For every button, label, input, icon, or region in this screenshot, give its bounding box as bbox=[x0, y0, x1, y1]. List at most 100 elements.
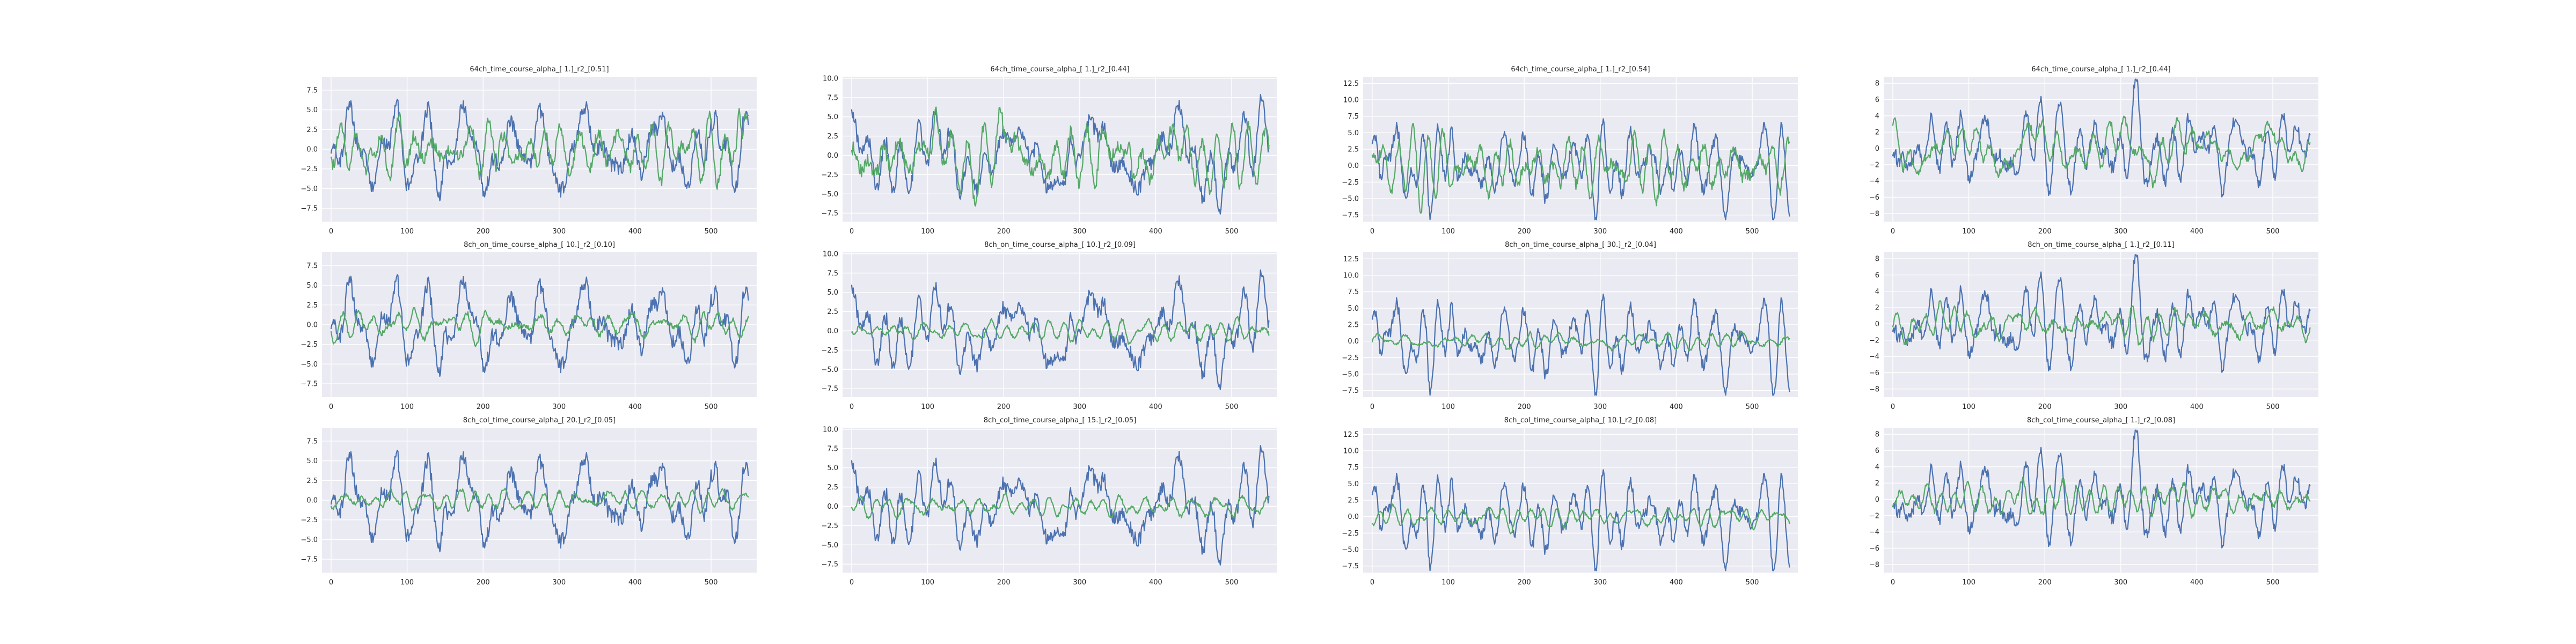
x-tick-label: 200 bbox=[997, 579, 1011, 587]
subplot-title: 64ch_time_course_alpha_[ 1.]_r2_[0.44] bbox=[990, 65, 1129, 74]
y-tick-label: 7.5 bbox=[827, 269, 838, 277]
subplot-4: 0 100 200 300 400 500 −8 −6 −4 −2 0 2 4 6 8 64ch_time_c… bbox=[1869, 65, 2318, 236]
x-tick-label: 100 bbox=[1441, 228, 1455, 236]
y-tick-label: 0.0 bbox=[306, 497, 318, 505]
y-tick-label: 10.0 bbox=[823, 75, 838, 83]
plot-area bbox=[843, 77, 1277, 222]
y-tick-label: 4 bbox=[1875, 463, 1879, 471]
y-tick-label: 5.0 bbox=[827, 464, 838, 472]
x-tick-label: 200 bbox=[997, 403, 1011, 411]
x-tick-label: 300 bbox=[1073, 403, 1086, 411]
y-tick-label: 0.0 bbox=[827, 152, 838, 160]
y-tick-label: −4 bbox=[1869, 353, 1879, 361]
y-tick-label: 5.0 bbox=[306, 282, 318, 290]
subplot-title: 8ch_col_time_course_alpha_[ 10.]_r2_[0.0… bbox=[1504, 416, 1657, 425]
y-tick-label: 7.5 bbox=[1348, 113, 1359, 121]
y-tick-label: −7.5 bbox=[1342, 387, 1359, 395]
x-tick-label: 0 bbox=[850, 403, 854, 411]
y-tick-label: 6 bbox=[1875, 272, 1879, 280]
y-tick-label: 0 bbox=[1875, 496, 1879, 504]
series-line-green bbox=[1371, 331, 1790, 352]
subplot-title: 8ch_col_time_course_alpha_[ 15.]_r2_[0.0… bbox=[984, 416, 1136, 425]
y-tick-label: 2.5 bbox=[827, 133, 838, 141]
y-tick-label: 10.0 bbox=[823, 426, 838, 434]
plot-area bbox=[843, 252, 1277, 397]
y-tick-label: 2 bbox=[1875, 129, 1879, 137]
y-tick-label: 0.0 bbox=[1348, 338, 1359, 346]
x-tick-label: 300 bbox=[1593, 579, 1607, 587]
x-tick-label: 0 bbox=[329, 403, 333, 411]
y-tick-label: −2 bbox=[1869, 512, 1879, 520]
x-tick-label: 200 bbox=[2038, 228, 2052, 236]
y-tick-label: 7.5 bbox=[306, 86, 318, 94]
y-tick-label: 5.0 bbox=[1348, 480, 1359, 488]
y-tick-label: 0.0 bbox=[306, 321, 318, 330]
y-tick-label: 2.5 bbox=[827, 484, 838, 492]
x-tick-label: 200 bbox=[2038, 579, 2052, 587]
x-tick-label: 100 bbox=[400, 228, 414, 236]
series-line-blue bbox=[851, 269, 1270, 390]
y-tick-label: −7.5 bbox=[1342, 211, 1359, 219]
y-tick-label: 0.0 bbox=[827, 327, 838, 335]
y-tick-label: 0.0 bbox=[1348, 513, 1359, 521]
series-line-blue bbox=[330, 274, 749, 377]
y-tick-label: 5.0 bbox=[827, 289, 838, 297]
series-line-green bbox=[330, 487, 749, 514]
x-tick-label: 400 bbox=[628, 403, 642, 411]
y-tick-label: 4 bbox=[1875, 112, 1879, 120]
x-tick-label: 400 bbox=[1670, 228, 1683, 236]
series-line-green bbox=[851, 492, 1270, 520]
x-tick-label: 0 bbox=[329, 228, 333, 236]
x-tick-label: 0 bbox=[1891, 579, 1895, 587]
series-line-green bbox=[1892, 115, 2311, 188]
subplot-2: 0 100 200 300 400 500 −7.5 −5.0 −2.5 0.0 2.5 5.0 7.5… bbox=[821, 65, 1277, 236]
x-tick-label: 100 bbox=[400, 579, 414, 587]
y-tick-label: −2 bbox=[1869, 336, 1879, 345]
subplot-title: 64ch_time_course_alpha_[ 1.]_r2_[0.51] bbox=[470, 65, 609, 74]
y-tick-label: −5.0 bbox=[821, 191, 838, 199]
x-tick-label: 400 bbox=[628, 228, 642, 236]
y-tick-label: 10.0 bbox=[823, 250, 838, 258]
y-tick-label: −7.5 bbox=[1342, 562, 1359, 570]
x-tick-label: 0 bbox=[1891, 403, 1895, 411]
x-tick-label: 300 bbox=[2114, 228, 2127, 236]
plot-area bbox=[1884, 252, 2318, 397]
x-tick-label: 300 bbox=[552, 228, 566, 236]
x-tick-label: 400 bbox=[2190, 403, 2204, 411]
y-tick-label: 7.5 bbox=[827, 445, 838, 453]
y-tick-label: 10.0 bbox=[1343, 272, 1359, 280]
x-tick-label: 500 bbox=[1225, 579, 1239, 587]
y-tick-label: 7.5 bbox=[1348, 464, 1359, 472]
x-tick-label: 500 bbox=[1225, 228, 1239, 236]
y-tick-label: −5.0 bbox=[301, 536, 318, 544]
subplot-title: 8ch_on_time_course_alpha_[ 10.]_r2_[0.09… bbox=[984, 241, 1136, 249]
subplot-12: 0 100 200 300 400 500 −8 −6 −4 −2 0 2 4 6 8 8ch_col_tim… bbox=[1869, 416, 2318, 587]
y-tick-label: −6 bbox=[1869, 369, 1879, 377]
x-tick-label: 500 bbox=[705, 228, 718, 236]
x-tick-label: 100 bbox=[400, 403, 414, 411]
x-tick-label: 300 bbox=[1073, 579, 1086, 587]
x-tick-label: 100 bbox=[921, 403, 934, 411]
y-tick-label: −2.5 bbox=[821, 347, 838, 355]
y-tick-label: 5.0 bbox=[1348, 129, 1359, 137]
subplot-9: 0 100 200 300 400 500 −7.5 −5.0 −2.5 0.0 2.5 5.0 7.5… bbox=[301, 416, 757, 587]
series-line-blue bbox=[1371, 294, 1790, 396]
y-tick-label: 8 bbox=[1875, 255, 1879, 264]
subplot-title: 8ch_on_time_course_alpha_[ 1.]_r2_[0.11] bbox=[2028, 241, 2175, 249]
y-tick-label: 2.5 bbox=[306, 477, 318, 485]
x-tick-label: 0 bbox=[1370, 228, 1374, 236]
x-tick-label: 500 bbox=[705, 403, 718, 411]
y-tick-label: −5.0 bbox=[1342, 371, 1359, 379]
y-tick-label: −4 bbox=[1869, 529, 1879, 537]
x-tick-label: 500 bbox=[1746, 579, 1759, 587]
x-tick-label: 500 bbox=[2266, 403, 2280, 411]
y-tick-label: −6 bbox=[1869, 194, 1879, 202]
x-tick-label: 0 bbox=[1370, 579, 1374, 587]
subplot-title: 64ch_time_course_alpha_[ 1.]_r2_[0.44] bbox=[2031, 65, 2170, 74]
y-tick-label: 6 bbox=[1875, 96, 1879, 104]
y-tick-label: −6 bbox=[1869, 545, 1879, 553]
y-tick-label: −8 bbox=[1869, 210, 1879, 218]
x-tick-label: 300 bbox=[552, 579, 566, 587]
x-tick-label: 100 bbox=[1441, 403, 1455, 411]
